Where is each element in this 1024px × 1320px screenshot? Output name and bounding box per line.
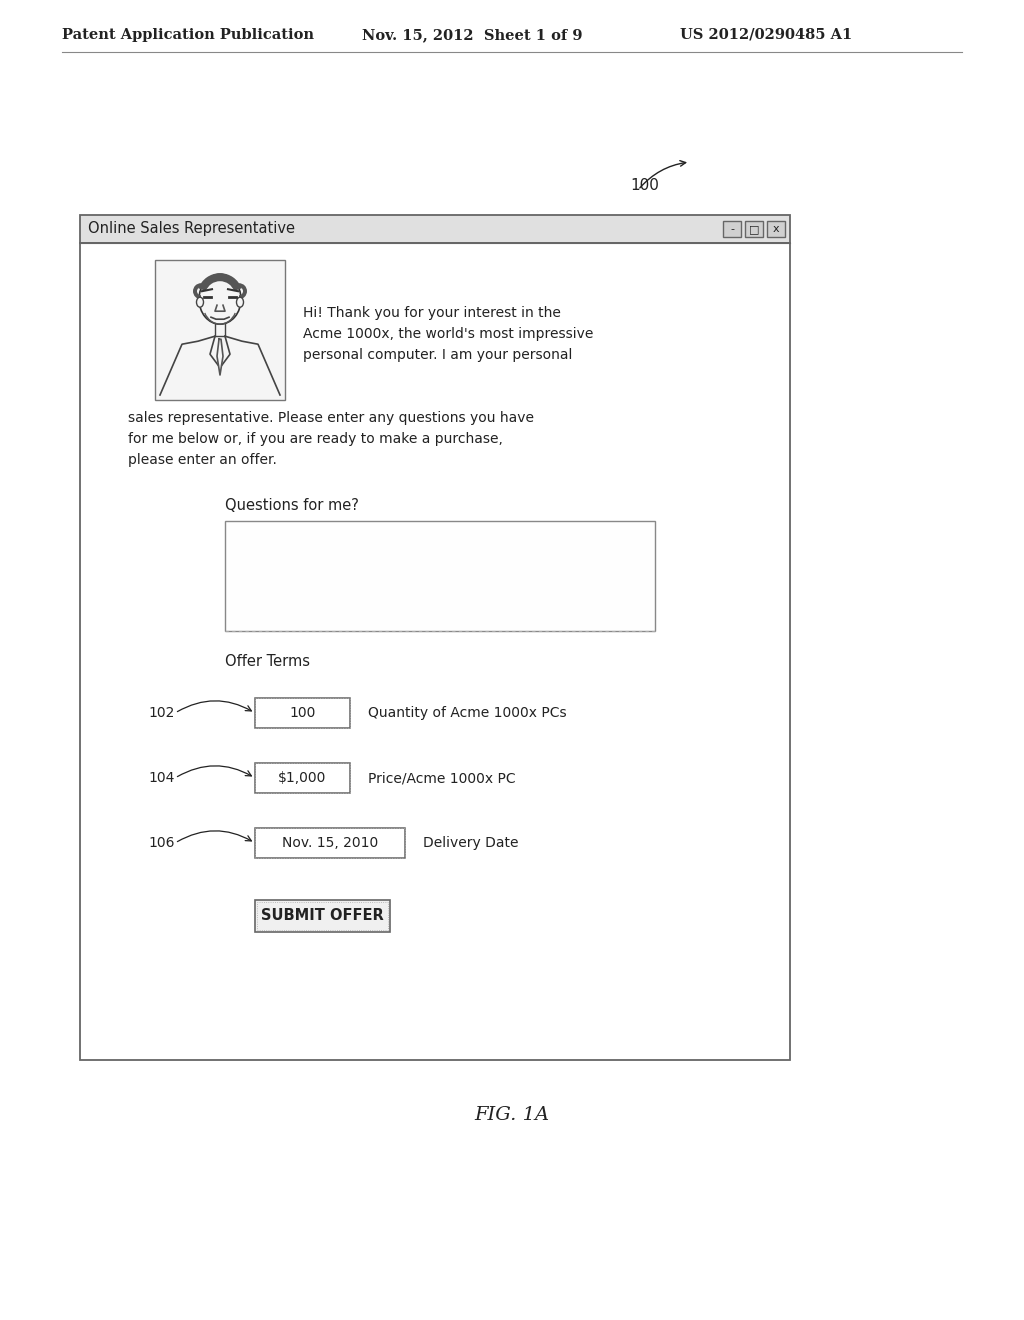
FancyBboxPatch shape	[255, 763, 350, 793]
Text: Questions for me?: Questions for me?	[225, 499, 358, 513]
FancyBboxPatch shape	[767, 220, 785, 238]
FancyBboxPatch shape	[745, 220, 763, 238]
Wedge shape	[193, 284, 201, 300]
FancyBboxPatch shape	[80, 215, 790, 243]
Ellipse shape	[197, 297, 204, 308]
Text: sales representative. Please enter any questions you have: sales representative. Please enter any q…	[128, 411, 534, 425]
FancyBboxPatch shape	[723, 220, 741, 238]
FancyBboxPatch shape	[80, 243, 790, 1060]
Text: 104: 104	[148, 771, 174, 785]
Wedge shape	[199, 273, 242, 292]
Text: 100: 100	[290, 706, 315, 719]
FancyBboxPatch shape	[255, 900, 390, 932]
Text: 106: 106	[148, 836, 174, 850]
FancyBboxPatch shape	[225, 521, 655, 631]
FancyBboxPatch shape	[255, 698, 350, 729]
Text: Delivery Date: Delivery Date	[423, 836, 518, 850]
Text: Nov. 15, 2012  Sheet 1 of 9: Nov. 15, 2012 Sheet 1 of 9	[362, 28, 583, 42]
Text: FIG. 1A: FIG. 1A	[474, 1106, 550, 1125]
Text: Offer Terms: Offer Terms	[225, 653, 310, 668]
Text: Hi! Thank you for your interest in the: Hi! Thank you for your interest in the	[303, 306, 561, 321]
Text: 102: 102	[148, 706, 174, 719]
Text: Online Sales Representative: Online Sales Representative	[88, 222, 295, 236]
Text: □: □	[749, 224, 759, 234]
FancyBboxPatch shape	[155, 260, 285, 400]
Text: -: -	[730, 224, 734, 234]
Text: 100: 100	[630, 178, 658, 193]
Wedge shape	[239, 284, 247, 300]
Text: Quantity of Acme 1000x PCs: Quantity of Acme 1000x PCs	[368, 706, 566, 719]
Text: please enter an offer.: please enter an offer.	[128, 453, 276, 467]
Text: SUBMIT OFFER: SUBMIT OFFER	[261, 908, 384, 924]
Ellipse shape	[237, 297, 244, 308]
Text: Nov. 15, 2010: Nov. 15, 2010	[282, 836, 378, 850]
Text: x: x	[773, 224, 779, 234]
Text: Patent Application Publication: Patent Application Publication	[62, 28, 314, 42]
FancyBboxPatch shape	[255, 828, 406, 858]
Text: for me below or, if you are ready to make a purchase,: for me below or, if you are ready to mak…	[128, 432, 503, 446]
Text: $1,000: $1,000	[279, 771, 327, 785]
Text: US 2012/0290485 A1: US 2012/0290485 A1	[680, 28, 852, 42]
Text: Acme 1000x, the world's most impressive: Acme 1000x, the world's most impressive	[303, 327, 593, 341]
Text: Price/Acme 1000x PC: Price/Acme 1000x PC	[368, 771, 516, 785]
Ellipse shape	[199, 275, 241, 325]
Text: personal computer. I am your personal: personal computer. I am your personal	[303, 348, 572, 362]
